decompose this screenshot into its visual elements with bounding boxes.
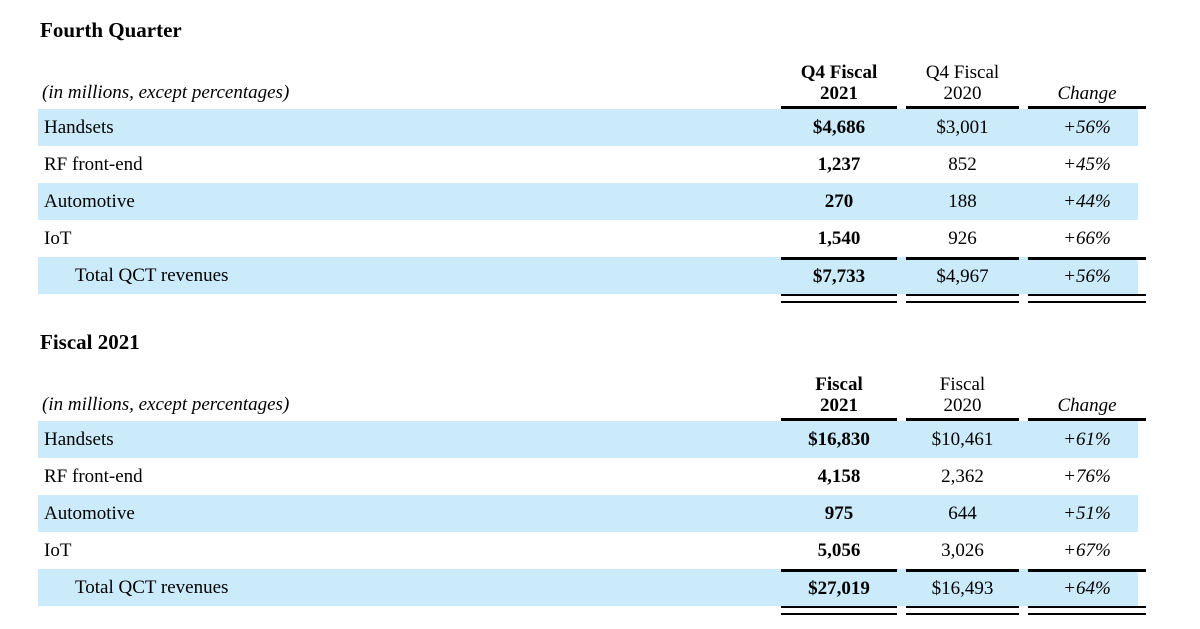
col-header-change: Change: [1028, 395, 1146, 421]
document-page: Fourth Quarter (in millions, except perc…: [38, 18, 1146, 615]
table-row-handsets: Handsets $16,830 $10,461 +61%: [38, 421, 1138, 458]
value-2020: $4,967: [906, 257, 1019, 294]
row-label: Automotive: [44, 190, 135, 212]
double-rule: [1028, 294, 1146, 303]
value-2020: 188: [948, 190, 977, 212]
row-label: IoT: [44, 539, 72, 561]
table-row-total-qct-revenues: Total QCT revenues $7,733 $4,967 +56%: [38, 257, 1146, 294]
value-2021: 5,056: [817, 539, 861, 561]
col-header-line2: 2021: [820, 83, 858, 104]
value-2021: 4,158: [817, 465, 861, 487]
col-header-change: Change: [1028, 83, 1146, 109]
value-change: +51%: [1063, 502, 1111, 524]
value-change: +61%: [1063, 428, 1111, 450]
section-title-fourth-quarter: Fourth Quarter: [40, 18, 182, 42]
value-2020: 3,026: [941, 539, 984, 561]
value-2020: $10,461: [931, 428, 994, 450]
value-2020: 644: [948, 502, 977, 524]
value-2021: 1,540: [817, 227, 861, 249]
row-label: RF front-end: [44, 153, 143, 175]
col-header-line2: 2021: [820, 395, 858, 416]
value-change: +76%: [1063, 465, 1111, 487]
row-label: Handsets: [44, 428, 114, 450]
value-change: +56%: [1063, 116, 1111, 138]
value-2020: 852: [948, 153, 977, 175]
value-2021: $16,830: [808, 428, 870, 450]
col-header-line1: Fiscal: [815, 374, 863, 395]
double-rule-row: [38, 606, 1146, 615]
value-2021: 270: [824, 190, 854, 212]
value-change: +45%: [1063, 153, 1111, 175]
double-rule: [906, 606, 1019, 615]
value-2021: 975: [824, 502, 854, 524]
col-header-line1: Q4 Fiscal: [925, 62, 1000, 83]
table-fiscal-2021: (in millions, except percentages) Fiscal…: [38, 366, 1146, 615]
table-row-automotive: Automotive 270 188 +44%: [38, 183, 1138, 220]
table-row-rf-front-end: RF front-end 4,158 2,362 +76%: [38, 458, 1138, 495]
double-rule-row: [38, 294, 1146, 303]
row-label: Automotive: [44, 502, 135, 524]
table-row-iot: IoT 5,056 3,026 +67%: [38, 532, 1138, 569]
table-row-automotive: Automotive 975 644 +51%: [38, 495, 1138, 532]
col-header-fiscal-2021: Fiscal 2021: [781, 374, 897, 421]
double-rule: [781, 606, 897, 615]
table-header-row: (in millions, except percentages) Q4 Fis…: [38, 54, 1146, 109]
table-row-rf-front-end: RF front-end 1,237 852 +45%: [38, 146, 1138, 183]
table-row-total-qct-revenues: Total QCT revenues $27,019 $16,493 +64%: [38, 569, 1146, 606]
section-title-fiscal-2021: Fiscal 2021: [40, 330, 140, 354]
value-2021: $27,019: [781, 569, 897, 606]
double-rule: [781, 294, 897, 303]
units-note: (in millions, except percentages): [42, 82, 290, 103]
value-2020: 926: [948, 227, 977, 249]
value-2021: 1,237: [817, 153, 861, 175]
col-header-line2: 2020: [943, 395, 982, 416]
col-header-fiscal-2020: Fiscal 2020: [906, 374, 1019, 421]
value-2021: $7,733: [781, 257, 897, 294]
value-2020: $3,001: [936, 116, 989, 138]
row-label: RF front-end: [44, 465, 143, 487]
value-2020: $16,493: [906, 569, 1019, 606]
col-header-q4-fiscal-2021: Q4 Fiscal 2021: [781, 62, 897, 109]
units-note: (in millions, except percentages): [42, 394, 290, 415]
value-2021: $4,686: [812, 116, 866, 138]
row-label: IoT: [44, 227, 72, 249]
col-header-line1: Fiscal: [939, 374, 986, 395]
value-change: +44%: [1063, 190, 1111, 212]
value-2020: 2,362: [941, 465, 984, 487]
table-fourth-quarter: (in millions, except percentages) Q4 Fis…: [38, 54, 1146, 303]
table-row-handsets: Handsets $4,686 $3,001 +56%: [38, 109, 1138, 146]
value-change: +67%: [1063, 539, 1111, 561]
row-label: Total QCT revenues: [75, 576, 229, 598]
value-change: +64%: [1028, 569, 1146, 606]
table-row-iot: IoT 1,540 926 +66%: [38, 220, 1138, 257]
row-label: Total QCT revenues: [75, 264, 229, 286]
row-label: Handsets: [44, 116, 114, 138]
value-change: +66%: [1063, 227, 1111, 249]
col-header-line2: 2020: [943, 83, 982, 104]
double-rule: [906, 294, 1019, 303]
value-change: +56%: [1028, 257, 1146, 294]
col-header-line1: Q4 Fiscal: [800, 62, 878, 83]
col-header-q4-fiscal-2020: Q4 Fiscal 2020: [906, 62, 1019, 109]
table-header-row: (in millions, except percentages) Fiscal…: [38, 366, 1146, 421]
double-rule: [1028, 606, 1146, 615]
